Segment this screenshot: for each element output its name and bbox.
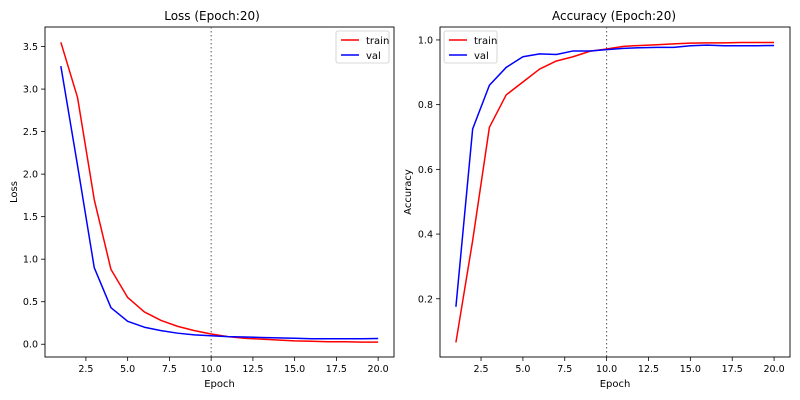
accuracy-legend-val-label: val (474, 51, 489, 62)
loss-val-line (60, 65, 379, 340)
accuracy-series (455, 41, 775, 343)
accuracy-x-axis-label: Epoch (600, 379, 631, 390)
loss-legend-train-label: train (366, 36, 389, 47)
accuracy-y-tick-label: 0.8 (418, 100, 433, 111)
loss-train-line (60, 42, 379, 343)
loss-chart: Loss (Epoch:20) 2.5 5.0 7.5 10.0 12.5 15.0 17.… (9, 9, 395, 390)
loss-x-ticks: 2.5 5.0 7.5 10.0 12.5 15.0 17.5 20.0 (78, 357, 389, 375)
accuracy-y-tick-label: 0.6 (418, 165, 433, 176)
loss-x-tick-label: 2.5 (78, 364, 93, 375)
accuracy-x-tick-label: 7.5 (557, 364, 572, 375)
loss-legend-val-label: val (366, 51, 381, 62)
accuracy-val-line (455, 44, 775, 307)
loss-x-tick-label: 10.0 (201, 364, 222, 375)
loss-x-tick-label: 5.0 (120, 364, 135, 375)
loss-x-tick-label: 17.5 (326, 364, 347, 375)
accuracy-legend: train val (443, 30, 498, 64)
loss-y-tick-label: 0.5 (23, 297, 38, 308)
loss-series (60, 42, 379, 343)
accuracy-chart-title: Accuracy (Epoch:20) (552, 9, 676, 23)
accuracy-x-tick-label: 12.5 (638, 364, 659, 375)
accuracy-y-tick-label: 1.0 (418, 35, 433, 46)
accuracy-train-line (455, 41, 775, 343)
loss-y-tick-label: 1.5 (23, 212, 38, 223)
loss-x-tick-label: 7.5 (162, 364, 177, 375)
accuracy-plot-frame (439, 26, 791, 358)
loss-y-tick-label: 3.5 (23, 42, 38, 53)
loss-y-tick-label: 0.0 (23, 340, 38, 351)
loss-y-tick-label: 3.0 (23, 85, 38, 96)
accuracy-x-tick-label: 5.0 (515, 364, 530, 375)
loss-y-tick-label: 1.0 (23, 255, 38, 266)
accuracy-x-tick-label: 10.0 (596, 364, 617, 375)
loss-y-tick-label: 2.0 (23, 170, 38, 181)
accuracy-x-ticks: 2.5 5.0 7.5 10.0 12.5 15.0 17.5 20.0 (473, 357, 785, 375)
loss-y-axis-label: Loss (9, 181, 20, 203)
loss-y-ticks: 0.0 0.5 1.0 1.5 2.0 2.5 3.0 3.5 (23, 42, 45, 351)
accuracy-legend-train-label: train (474, 36, 497, 47)
loss-x-tick-label: 15.0 (284, 364, 305, 375)
loss-x-tick-label: 20.0 (368, 364, 389, 375)
accuracy-x-tick-label: 20.0 (764, 364, 785, 375)
accuracy-y-tick-label: 0.4 (418, 230, 433, 241)
accuracy-x-tick-label: 17.5 (722, 364, 743, 375)
loss-plot-frame (44, 26, 395, 358)
loss-x-tick-label: 12.5 (242, 364, 263, 375)
accuracy-x-tick-label: 15.0 (680, 364, 701, 375)
accuracy-y-axis-label: Accuracy (403, 169, 414, 215)
loss-chart-title: Loss (Epoch:20) (164, 9, 260, 23)
accuracy-y-tick-label: 0.2 (418, 294, 433, 305)
loss-y-tick-label: 2.5 (23, 127, 38, 138)
accuracy-y-ticks: 0.2 0.4 0.6 0.8 1.0 (418, 35, 440, 305)
accuracy-x-tick-label: 2.5 (473, 364, 488, 375)
loss-x-axis-label: Epoch (204, 379, 235, 390)
accuracy-chart: Accuracy (Epoch:20) 2.5 5.0 7.5 10.0 12.5 15.… (403, 9, 791, 390)
loss-legend: train val (335, 30, 390, 64)
